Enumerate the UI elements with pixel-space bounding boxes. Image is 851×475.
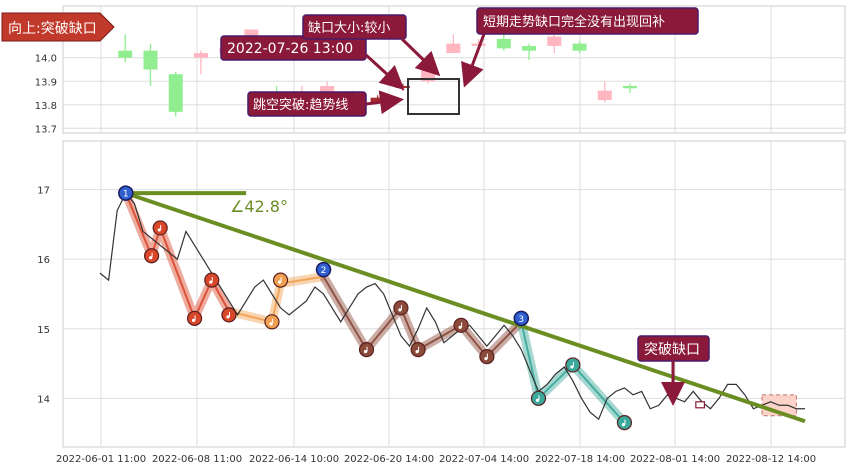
wave-line	[520, 321, 626, 424]
top-y-tick-label: 14.0	[35, 54, 57, 65]
gap-highlight-box	[407, 78, 460, 115]
wave-node-glyph	[269, 322, 273, 326]
bottom-y-tick-label: 14	[37, 394, 50, 405]
not-filled-callout: 短期走势缺口完全没有出现回补	[461, 7, 699, 88]
gap-type-label: 跳空突破:趋势线	[253, 97, 348, 113]
bottom-y-tick-label: 15	[37, 325, 50, 336]
candle-body	[320, 85, 335, 94]
top-panel-frame	[62, 5, 846, 134]
angle-label: ∠42.8°	[230, 197, 288, 216]
candle-body	[244, 29, 259, 39]
wave-node-glyph	[277, 280, 282, 284]
candle-body	[370, 97, 385, 103]
candle-body	[572, 43, 587, 51]
gap-marker	[695, 401, 706, 409]
wave-node-glyph	[209, 280, 213, 284]
wave-node-glyph	[398, 308, 402, 312]
candle-body	[547, 36, 562, 46]
wave-node-glyph	[226, 315, 230, 319]
wave-node-glyph	[157, 228, 161, 232]
wave-node-major	[315, 261, 332, 278]
candle-body	[118, 50, 133, 58]
wave-node-label: 3	[518, 315, 524, 325]
breakout-label: 突破缺口	[644, 342, 700, 358]
gap-size-callout: 缺口大小:较小	[302, 14, 441, 77]
bottom-x-tick-label: 2022-06-20 14:00	[344, 454, 434, 465]
candle-body	[168, 74, 183, 112]
direction-tag-label: 向上:突破缺口	[8, 21, 97, 37]
wave-node-glyph	[148, 256, 153, 260]
breakout-callout: 突破缺口	[637, 335, 710, 406]
gap-date-callout: 2022-07-26 13:00	[220, 35, 405, 91]
trendline	[125, 191, 806, 424]
top-y-tick-label: 13.8	[35, 101, 57, 112]
direction-tag: 向上:突破缺口	[1, 12, 115, 42]
bottom-y-tick-label: 17	[37, 186, 50, 197]
wave-node-glyph	[191, 318, 196, 322]
wave-node-glyph	[458, 325, 462, 329]
gap-size-label: 缺口大小:较小	[308, 21, 390, 36]
wave-node-glyph	[621, 423, 626, 427]
candle-body	[143, 50, 158, 70]
top-y-tick-label: 13.9	[35, 77, 57, 88]
candle-body	[193, 53, 208, 58]
candle-body	[597, 90, 612, 101]
wave-node-major	[118, 185, 134, 201]
bottom-x-tick-label: 2022-07-18 14:00	[535, 454, 625, 465]
wave-node-glyph	[570, 365, 574, 369]
bottom-x-tick-label: 2022-08-12 14:00	[726, 454, 816, 465]
wave-node-glyph	[535, 398, 540, 402]
wave-node-label: 1	[123, 190, 129, 200]
wave-node-glyph	[363, 350, 368, 354]
bottom-x-tick-label: 2022-07-04 14:00	[439, 454, 529, 465]
bottom-x-tick-label: 2022-06-14 10:00	[249, 454, 339, 465]
bottom-panel-frame	[62, 140, 846, 448]
wave-node-major	[513, 310, 530, 327]
wave-node-glyph	[415, 350, 419, 354]
not-filled-label: 短期走势缺口完全没有出现回补	[483, 14, 665, 30]
top-y-tick-label: 13.7	[35, 124, 57, 135]
gap-type-callout: 跳空突破:趋势线	[247, 90, 404, 117]
candle-body	[496, 38, 511, 49]
candle-body	[623, 85, 637, 89]
top-panel-y-ticks: 13.7 13.8 13.9 14.0	[35, 54, 57, 136]
wave-node-glyph	[484, 356, 488, 361]
bottom-x-tick-label: 2022-06-01 11:00	[56, 454, 146, 465]
gap-date-label: 2022-07-26 13:00	[227, 41, 353, 57]
wave-nodes: 1 2 3	[118, 185, 633, 431]
candle-body	[446, 43, 461, 54]
bottom-x-tick-label: 2022-08-01 14:00	[630, 454, 720, 465]
bottom-panel-y-ticks: 14 15 16 17	[37, 186, 50, 406]
bottom-x-tick-label: 2022-06-08 11:00	[152, 454, 242, 465]
candle-body	[522, 45, 537, 51]
bottom-panel-x-ticks: 2022-06-01 11:00 2022-06-08 11:00 2022-06-…	[56, 454, 816, 465]
wave-line	[228, 275, 324, 324]
wave-node-label: 2	[321, 266, 327, 276]
bottom-y-tick-label: 16	[37, 255, 50, 266]
